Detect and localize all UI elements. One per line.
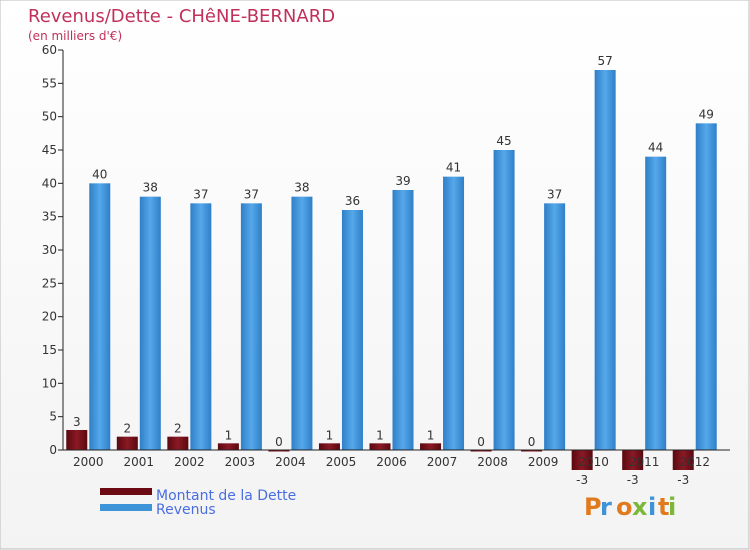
bar-revenus-2007 [443, 176, 465, 450]
y-tick-label: 20 [42, 310, 57, 324]
x-tick-label: 2000 [73, 455, 104, 469]
bar-revenus-2006 [392, 190, 414, 450]
logo-letter: t [658, 493, 669, 521]
data-label-revenus-2009: 37 [547, 187, 562, 201]
bar-dette-2002 [167, 436, 189, 450]
data-label-revenus-2004: 38 [294, 181, 309, 195]
x-tick-label: 2005 [326, 455, 357, 469]
y-tick-label: 25 [42, 276, 57, 290]
y-tick-label: 45 [42, 143, 57, 157]
data-label-revenus-2012: 49 [699, 107, 714, 121]
data-label-dette-2003: 1 [225, 428, 233, 442]
x-tick-label: 2006 [376, 455, 407, 469]
legend-swatch-dette [100, 488, 152, 495]
logo-letter: o [616, 493, 633, 521]
chart-title: Revenus/Dette - CHêNE-BERNARD [28, 6, 335, 27]
bar-revenus-2001 [139, 196, 161, 450]
logo-letter: P [584, 493, 602, 521]
y-tick-label: 15 [42, 343, 57, 357]
data-label-dette-2008: 0 [477, 435, 485, 449]
data-label-dette-2012: -3 [677, 473, 689, 487]
bar-dette-2009 [521, 450, 543, 452]
legend-label-dette: Montant de la Dette [156, 488, 296, 504]
bar-dette-2001 [116, 436, 138, 450]
data-label-revenus-2006: 39 [395, 174, 410, 188]
y-tick-label: 5 [49, 410, 57, 424]
data-label-dette-2011: -3 [627, 473, 639, 487]
bar-revenus-2000 [89, 183, 111, 451]
data-label-revenus-2005: 36 [345, 194, 360, 208]
bar-revenus-2005 [341, 210, 363, 450]
legend-swatch-revenus [100, 504, 152, 511]
data-label-revenus-2003: 37 [244, 187, 259, 201]
x-tick-label: 2007 [427, 455, 458, 469]
x-axis: 2000 2001 2002 2003 2004 2005 2006 2007 2008 2009… [63, 449, 730, 469]
logo-letter: x [632, 493, 648, 521]
bar-dette-2008 [470, 450, 492, 452]
data-label-revenus-2008: 45 [496, 134, 511, 148]
legend: Montant de la Dette Revenus [100, 488, 296, 518]
x-tick-label: 2008 [477, 455, 508, 469]
bar-dette-2003 [217, 443, 239, 450]
x-tick-label: 2004 [275, 455, 306, 469]
x-tick-label: 2001 [124, 455, 155, 469]
data-label-revenus-2007: 41 [446, 161, 461, 175]
bar-revenus-2002 [190, 203, 212, 450]
proxiti-logo: Pr o x i ti [584, 493, 676, 521]
bar-dette-2011 [622, 450, 644, 470]
y-tick-label: 10 [42, 376, 57, 390]
data-label-dette-2010: -3 [576, 473, 588, 487]
bar-dette-2012 [672, 450, 694, 470]
y-tick-label: 30 [42, 243, 57, 257]
logo-letter: i [648, 493, 656, 521]
chart-subtitle: (en milliers d'€) [28, 29, 122, 43]
bar-dette-2007 [420, 443, 442, 450]
y-tick-label: 0 [49, 443, 57, 457]
bar-dette-2010 [571, 450, 593, 470]
bar-revenus-2011 [645, 156, 667, 450]
y-tick-label: 35 [42, 210, 57, 224]
data-label-dette-2007: 1 [427, 428, 435, 442]
data-label-dette-2001: 2 [123, 422, 131, 436]
bar-revenus-2004 [291, 196, 313, 450]
data-label-dette-2009: 0 [528, 435, 536, 449]
bar-dette-2004 [268, 450, 290, 452]
data-label-dette-2004: 0 [275, 435, 283, 449]
data-label-revenus-2002: 37 [193, 187, 208, 201]
y-tick-label: 40 [42, 176, 57, 190]
x-tick-label: 2003 [225, 455, 256, 469]
bar-dette-2005 [318, 443, 340, 450]
bar-revenus-2009 [544, 203, 566, 450]
bar-dette-2006 [369, 443, 391, 450]
x-tick-label: 2011 [629, 455, 660, 469]
bar-dette-2000 [66, 430, 88, 450]
legend-label-revenus: Revenus [156, 502, 216, 518]
x-tick-label: 2010 [578, 455, 609, 469]
data-label-dette-2005: 1 [326, 428, 334, 442]
bar-revenus-2008 [493, 150, 515, 450]
data-label-revenus-2001: 38 [143, 181, 158, 195]
data-label-revenus-2000: 40 [92, 167, 107, 181]
y-tick-label: 55 [42, 76, 57, 90]
y-axis: 0 5 10 15 20 25 30 35 40 45 50 55 60 [42, 43, 64, 457]
bars-group: 3 40 2 38 2 37 1 37 0 38 1 36 1 39 1 41 0 45 0 37 -3 57 -3 44 -3… [66, 54, 717, 487]
data-label-revenus-2011: 44 [648, 141, 663, 155]
x-tick-label: 2002 [174, 455, 205, 469]
data-label-revenus-2010: 57 [598, 54, 613, 68]
x-tick-label: 2012 [679, 455, 710, 469]
bar-revenus-2010 [594, 70, 616, 450]
bar-revenus-2003 [240, 203, 262, 450]
x-tick-label: 2009 [528, 455, 559, 469]
logo-letter: i [668, 493, 676, 521]
y-tick-label: 60 [42, 43, 57, 57]
data-label-dette-2006: 1 [376, 428, 384, 442]
data-label-dette-2000: 3 [73, 415, 81, 429]
logo-letter: r [600, 493, 612, 521]
bar-revenus-2012 [695, 123, 717, 450]
data-label-dette-2002: 2 [174, 422, 182, 436]
y-tick-label: 50 [42, 110, 57, 124]
